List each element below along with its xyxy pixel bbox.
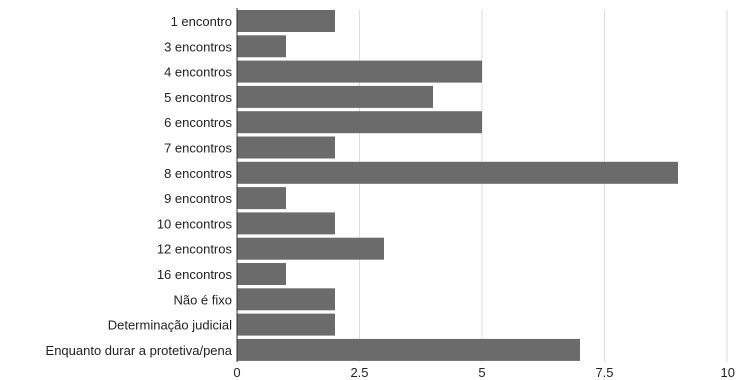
bar (237, 35, 286, 58)
category-label: 16 encontros (157, 267, 233, 282)
category-label: Enquanto durar a protetiva/pena (46, 343, 233, 358)
category-labels: 1 encontro 3 encontros 4 encontros 5 encont… (46, 14, 233, 358)
category-label: 8 encontros (164, 166, 232, 181)
bar (237, 10, 335, 32)
category-label: 3 encontros (164, 39, 232, 54)
category-label: 6 encontros (164, 115, 232, 130)
bar-layer (237, 10, 678, 361)
bar (237, 338, 580, 361)
x-tick-label: 0 (233, 365, 240, 380)
category-label: 9 encontros (164, 191, 232, 206)
bar (237, 60, 482, 83)
bar (237, 263, 286, 285)
x-tick-label: 2.5 (350, 365, 368, 380)
category-label: 4 encontros (164, 65, 232, 80)
bar (237, 212, 335, 235)
bar (237, 161, 678, 184)
bar (237, 136, 335, 159)
x-tick-label: 10 (721, 365, 735, 380)
bar (237, 187, 286, 210)
category-label: 5 encontros (164, 90, 232, 105)
bar (237, 85, 433, 108)
bar (237, 313, 335, 336)
x-axis-ticks: 0 2.5 5 7.5 10 (233, 365, 735, 380)
category-label: 12 encontros (157, 242, 233, 257)
category-label: Determinação judicial (108, 318, 232, 333)
category-label: 1 encontro (171, 14, 232, 29)
category-label: Não é fixo (173, 292, 232, 307)
category-label: 10 encontros (157, 216, 233, 231)
category-label: 7 encontros (164, 141, 232, 156)
bar (237, 237, 384, 260)
bar (237, 288, 335, 311)
x-tick-label: 5 (478, 365, 485, 380)
bar (237, 111, 482, 134)
x-tick-label: 7.5 (595, 365, 613, 380)
